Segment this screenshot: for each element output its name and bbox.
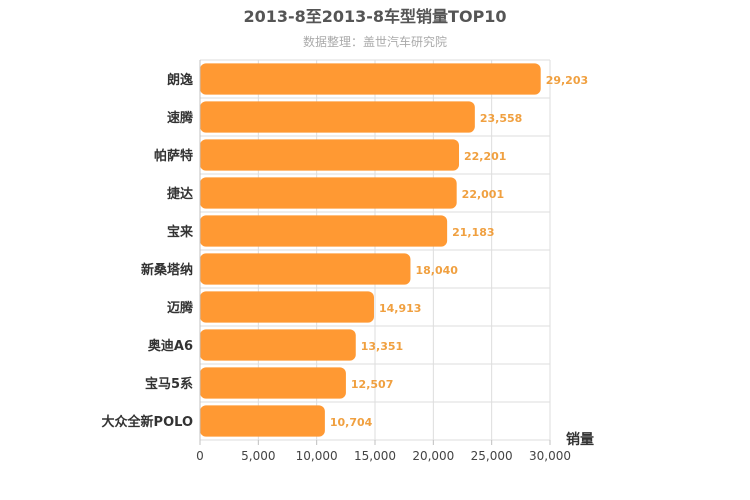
- bar[interactable]: [200, 329, 356, 361]
- bar[interactable]: [200, 63, 541, 95]
- category-label: 速腾: [167, 110, 194, 126]
- value-label: 18,040: [415, 264, 458, 277]
- chart-title: 2013-8至2013-8车型销量TOP10: [243, 7, 506, 26]
- category-label: 朗逸: [167, 72, 193, 88]
- x-axis: 0 5,000 10,000 15,000 20,000 25,000 30,000: [196, 60, 571, 463]
- x-tick-label: 30,000: [529, 449, 571, 463]
- x-tick-label: 20,000: [412, 449, 454, 463]
- bar[interactable]: [200, 215, 448, 247]
- value-label: 22,201: [464, 150, 506, 163]
- value-label: 10,704: [330, 416, 373, 429]
- category-label: 宝马5系: [145, 376, 193, 392]
- value-label: 14,913: [379, 302, 421, 315]
- x-tick-label: 25,000: [471, 449, 513, 463]
- bar[interactable]: [200, 177, 457, 209]
- chart-subtitle: 数据整理：盖世汽车研究院: [303, 34, 447, 49]
- value-label: 13,351: [361, 340, 403, 353]
- value-label: 23,558: [480, 112, 522, 125]
- category-label: 新桑塔纳: [141, 262, 193, 278]
- category-label: 大众全新POLO: [102, 414, 193, 430]
- bar[interactable]: [200, 291, 374, 323]
- category-label: 迈腾: [167, 300, 194, 316]
- bar[interactable]: [200, 367, 346, 399]
- bars: 朗逸 29,203 速腾 23,558 帕萨特 22,201 捷达 22,001 宝来 21,18…: [102, 63, 588, 437]
- bar[interactable]: [200, 139, 460, 171]
- x-tick-label: 0: [196, 449, 204, 463]
- x-axis-title: 销量: [566, 431, 594, 448]
- x-tick-label: 15,000: [354, 449, 396, 463]
- bar[interactable]: [200, 253, 411, 285]
- category-label: 捷达: [167, 186, 193, 202]
- value-label: 21,183: [452, 226, 494, 239]
- value-label: 22,001: [462, 188, 504, 201]
- x-tick-label: 5,000: [241, 449, 275, 463]
- bar[interactable]: [200, 101, 475, 133]
- category-label: 帕萨特: [154, 148, 193, 164]
- category-label: 宝来: [167, 224, 194, 240]
- bar[interactable]: [200, 405, 325, 437]
- value-label: 29,203: [546, 74, 588, 87]
- x-tick-label: 10,000: [296, 449, 338, 463]
- value-label: 12,507: [351, 378, 393, 391]
- category-label: 奥迪A6: [148, 338, 193, 354]
